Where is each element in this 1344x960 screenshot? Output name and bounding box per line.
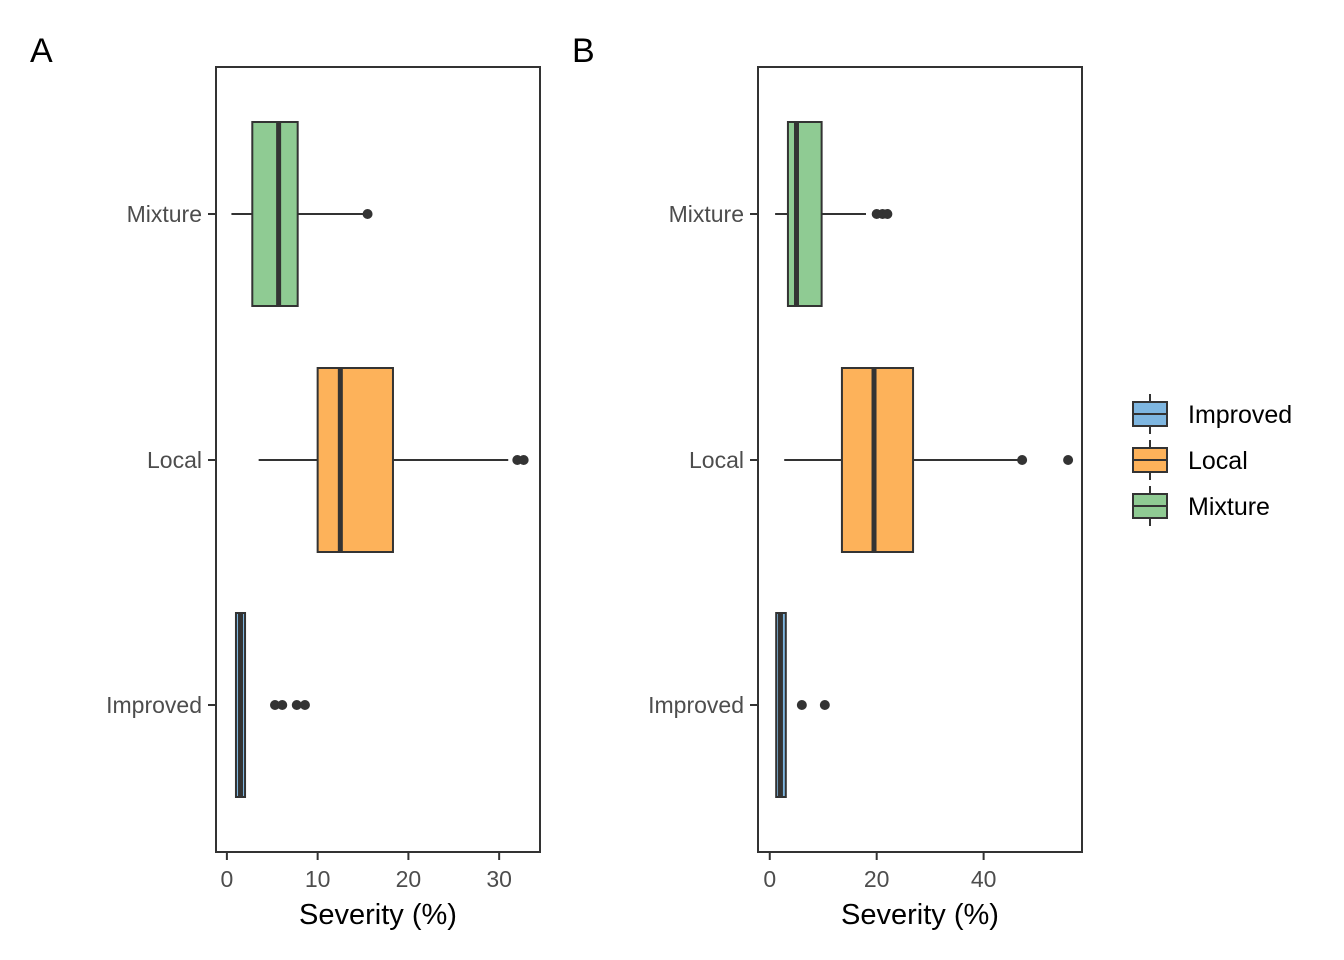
panel-a-xtick-label-10: 10 [305,866,331,892]
panel-a-improved-outlier-0 [269,700,280,710]
panel-b-local-outlier-0 [1017,455,1028,465]
panel-a-mixture-outlier-0 [362,209,373,219]
panel-a-improved-outlier-2 [291,700,302,710]
panel-b-mixture-box [786,121,823,307]
panel-b-improved-outlier-1 [819,700,830,710]
panel-b-ytick-label-mixture: Mixture [669,201,744,227]
panel-b-xtick-label-0: 0 [763,866,776,892]
panel-b-improved-outlier-0 [796,700,807,710]
panel-b-xtick-label-20: 20 [864,866,890,892]
panel-a-ytick-label-improved: Improved [106,692,202,718]
panel-b-x-axis-title: Severity (%) [841,899,999,931]
panel-a-improved-outlier-1 [277,700,288,710]
panel-a-mixture-box [251,121,299,307]
panel-b-local-box [840,367,915,553]
panel-a-xtick-label-20: 20 [396,866,422,892]
panel-label-a: A [30,32,53,70]
panel-a-improved-outlier-3 [299,700,310,710]
panel-a-xtick-label-0: 0 [220,866,233,892]
legend-label-mixture: Mixture [1188,493,1270,521]
panel-b-local-outlier-1 [1063,455,1074,465]
panel-label-b: B [572,32,595,70]
panel-b-mixture-outlier-2 [882,209,893,219]
panel-b-ytick-label-local: Local [689,447,744,473]
panel-a-ytick-label-local: Local [147,447,202,473]
legend-label-improved: Improved [1188,401,1292,429]
panel-a-ytick-label-mixture: Mixture [127,201,202,227]
legend-label-local: Local [1188,447,1248,475]
panel-a-xtick-label-30: 30 [486,866,512,892]
panel-b-xtick-label-40: 40 [971,866,997,892]
panel-b-ytick-label-improved: Improved [648,692,744,718]
panel-a-x-axis-title: Severity (%) [299,899,457,931]
panel-a-local-outlier-1 [518,455,529,465]
panel-a-local-box [316,367,394,553]
